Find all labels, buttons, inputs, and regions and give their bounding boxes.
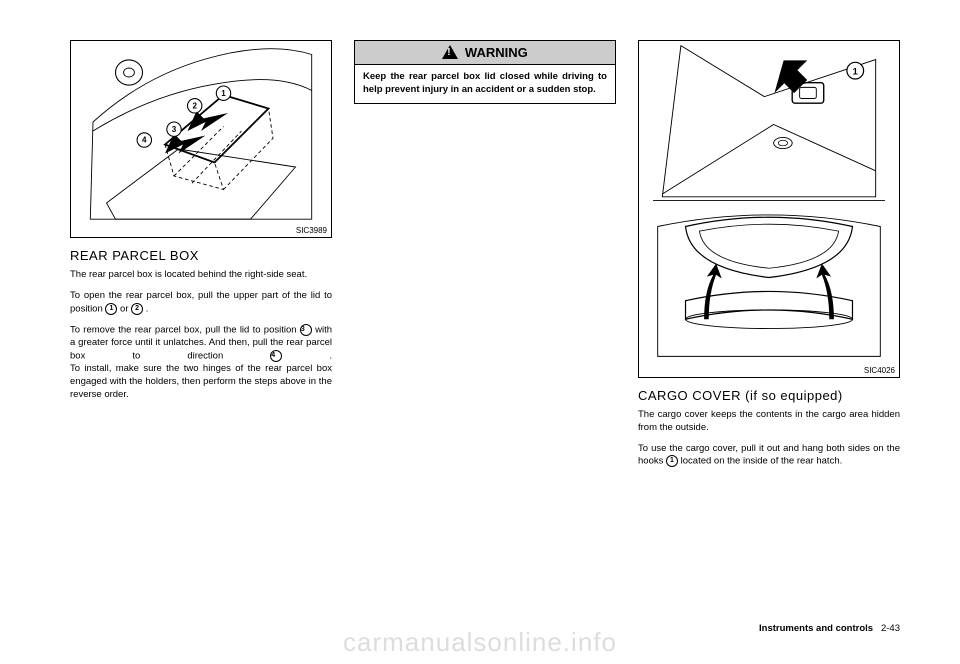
- cc-use: To use the cargo cover, pull it out and …: [638, 443, 900, 469]
- inline-callout-3: 3: [300, 324, 312, 336]
- warning-body-text: Keep the rear parcel box lid closed whil…: [363, 71, 607, 97]
- warning-triangle-icon: [442, 45, 458, 59]
- inline-callout-2: 2: [131, 303, 143, 315]
- warning-box: WARNING Keep the rear parcel box lid clo…: [354, 40, 616, 104]
- callout-1: 1: [221, 89, 226, 98]
- callout-2: 2: [192, 102, 197, 111]
- inline-callout-cc1: 1: [666, 455, 678, 467]
- rpb-remove: To remove the rear parcel box, pull the …: [70, 324, 332, 363]
- heading-cargo-cover: CARGO COVER (if so equipped): [638, 388, 900, 403]
- rpb-open: To open the rear parcel box, pull the up…: [70, 290, 332, 316]
- inline-callout-1: 1: [105, 303, 117, 315]
- callout-cc-1: 1: [853, 66, 858, 76]
- inline-callout-4: 4: [270, 350, 282, 362]
- rpb-install: To install, make sure the two hinges of …: [70, 363, 332, 401]
- warning-header: WARNING: [355, 41, 615, 65]
- figure-right-label: SIC4026: [639, 366, 899, 377]
- callout-3: 3: [172, 125, 177, 134]
- rpb-intro: The rear parcel box is located behind th…: [70, 269, 332, 282]
- cc-intro: The cargo cover keeps the contents in th…: [638, 409, 900, 435]
- warning-title: WARNING: [465, 45, 528, 60]
- figure-cargo-cover: 1 SIC4026: [638, 40, 900, 378]
- heading-rear-parcel-box: REAR PARCEL BOX: [70, 248, 332, 263]
- watermark: carmanualsonline.info: [0, 627, 960, 658]
- manual-page: 1 2 3 4 SIC3989 REAR PARCEL BOX The rear…: [0, 0, 960, 664]
- figure-left-label: SIC3989: [71, 226, 331, 237]
- callout-4: 4: [142, 136, 147, 145]
- figure-rear-parcel-box: 1 2 3 4 SIC3989: [70, 40, 332, 238]
